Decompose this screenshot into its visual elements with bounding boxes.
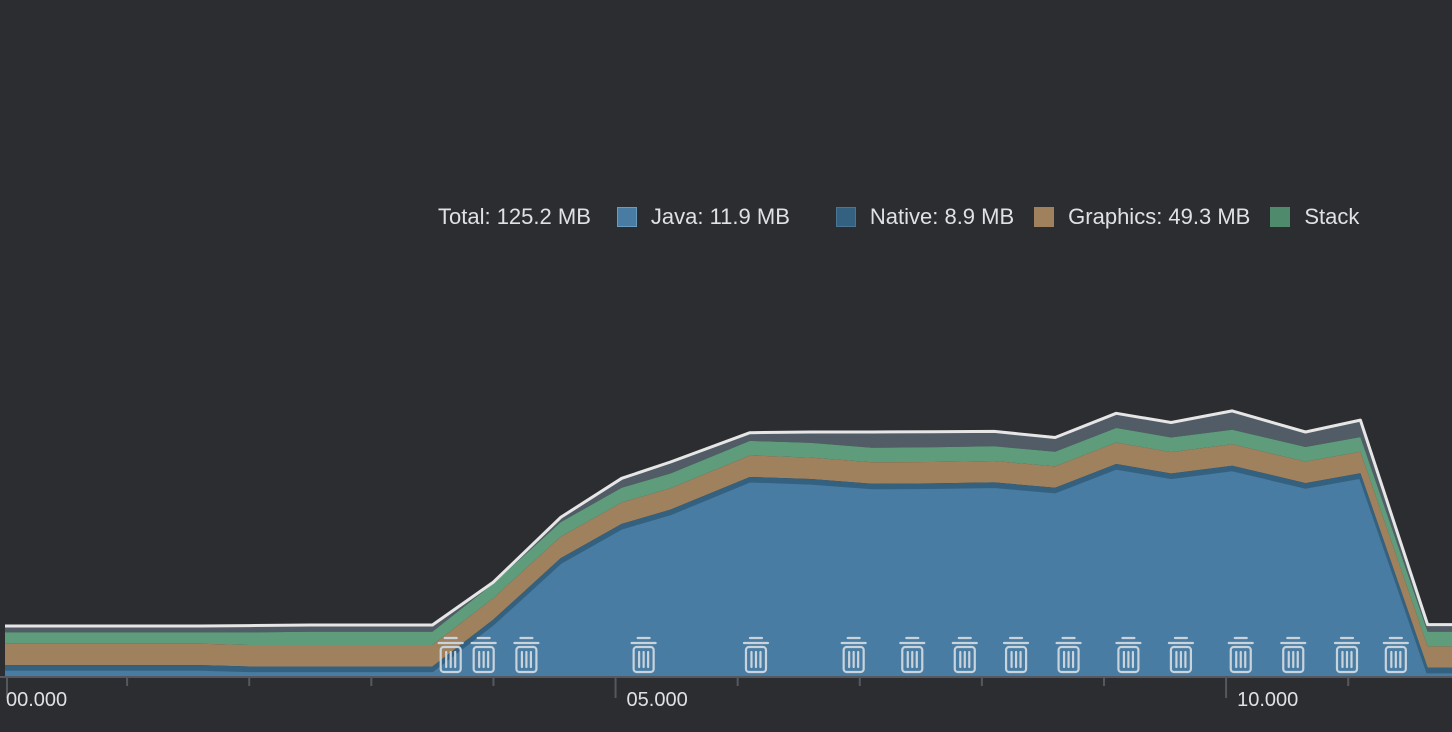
gc-trash-icon[interactable] xyxy=(1227,636,1254,674)
legend-java-label: Java: 11.9 MB xyxy=(650,204,790,229)
gc-trash-bin xyxy=(842,645,865,674)
gc-trash-icon[interactable] xyxy=(1055,636,1082,674)
gc-trash-bin xyxy=(1057,645,1080,674)
gc-trash-icon[interactable] xyxy=(1280,636,1307,674)
legend-stack-label: Stack xyxy=(1304,204,1360,229)
legend-native: Native: 8.9 MB xyxy=(835,204,1015,230)
gc-trash-icon[interactable] xyxy=(1167,636,1195,674)
java-swatch-icon xyxy=(616,207,637,227)
graphics-swatch-icon xyxy=(1034,207,1055,227)
gc-trash-icon[interactable] xyxy=(630,636,657,674)
legend-stack: Stack xyxy=(1270,204,1359,230)
gc-trash-icon[interactable] xyxy=(1382,636,1409,674)
x-tick-label: 00.000 xyxy=(6,689,67,711)
gc-trash-icon[interactable] xyxy=(513,636,540,674)
stack-swatch-icon xyxy=(1270,207,1291,227)
gc-trash-icon[interactable] xyxy=(742,636,770,674)
x-tick-label: 10.000 xyxy=(1237,689,1298,711)
gc-trash-icon[interactable] xyxy=(1333,636,1361,674)
native-swatch-icon xyxy=(835,207,856,227)
gc-trash-bin xyxy=(1229,645,1252,674)
legend-total: Total: 125.2 MB xyxy=(438,204,591,230)
gc-trash-icon[interactable] xyxy=(951,636,978,674)
x-tick-label: 05.000 xyxy=(627,689,688,711)
gc-trash-bin xyxy=(1169,645,1193,674)
legend-graphics: Graphics: 49.3 MB xyxy=(1034,204,1250,230)
gc-events xyxy=(437,636,1409,674)
gc-trash-icon[interactable] xyxy=(899,636,926,674)
gc-trash-icon[interactable] xyxy=(1115,636,1142,674)
gc-trash-icon[interactable] xyxy=(437,636,464,674)
java-edge-line xyxy=(5,466,1452,674)
legend-total-label: Total: 125.2 MB xyxy=(438,204,591,229)
gc-trash-bin xyxy=(744,645,768,674)
native-area xyxy=(5,464,1452,672)
time-axis: 00.000 05.000 10.000 xyxy=(0,676,1452,711)
gc-trash-bin xyxy=(472,645,495,674)
legend-graphics-label: Graphics: 49.3 MB xyxy=(1068,204,1251,229)
gc-trash-icon[interactable] xyxy=(1002,636,1030,674)
java-area xyxy=(5,468,1452,676)
legend-java: Java: 11.9 MB xyxy=(616,204,790,230)
gc-trash-bin xyxy=(1335,645,1359,674)
chart-legend: Total: 125.2 MB Java: 11.9 MB Native: 8.… xyxy=(438,204,1359,230)
stack-area xyxy=(5,428,1452,647)
stacked-areas xyxy=(5,409,1452,676)
gc-trash-bin xyxy=(515,645,538,674)
gc-trash-bin xyxy=(953,645,976,674)
gc-trash-icon[interactable] xyxy=(470,636,497,674)
gc-trash-bin xyxy=(1282,645,1305,674)
gc-trash-bin xyxy=(632,645,655,674)
total-line xyxy=(5,409,1452,628)
gc-trash-icon[interactable] xyxy=(840,636,867,674)
legend-native-label: Native: 8.9 MB xyxy=(869,204,1015,229)
gc-trash-bin xyxy=(1004,645,1028,674)
gc-trash-bin xyxy=(439,645,462,674)
gc-trash-bin xyxy=(901,645,924,674)
gc-trash-bin xyxy=(1117,645,1140,674)
gc-trash-bin xyxy=(1384,645,1407,674)
graphics-area xyxy=(5,442,1452,668)
